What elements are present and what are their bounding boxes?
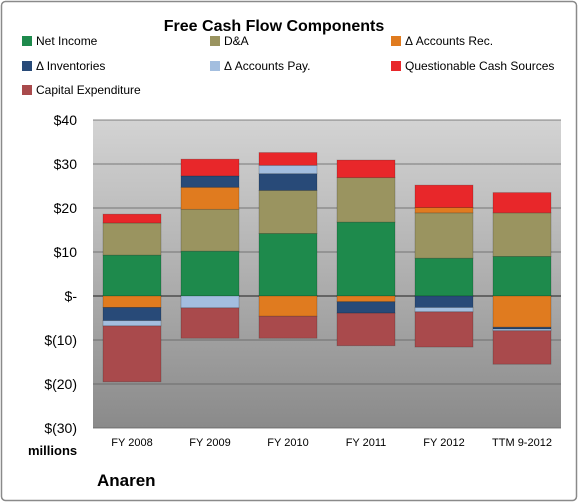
bar-segment-inventories xyxy=(102,307,162,322)
y-tick-label: $(30) xyxy=(44,420,77,436)
y-tick-label: $- xyxy=(65,288,78,304)
bar-segment-capital-expenditure xyxy=(258,315,318,339)
legend-label: Net Income xyxy=(36,34,98,48)
bar-segment-accounts-rec xyxy=(258,295,318,317)
legend: Net Income D&A Δ Accounts Rec. Δ Inventorie… xyxy=(22,34,554,97)
bar-segment-net-income xyxy=(492,255,552,297)
bar-segment-capital-expenditure xyxy=(102,325,162,383)
x-tick-label: FY 2009 xyxy=(189,437,230,449)
chart-title: Free Cash Flow Components xyxy=(164,18,385,35)
company-name: Anaren xyxy=(97,471,156,490)
bar-segment-capital-expenditure xyxy=(492,330,552,365)
y-tick-label: $40 xyxy=(54,112,78,128)
gridlines xyxy=(93,119,561,429)
bar-segment-questionable-cash-sources xyxy=(180,158,240,177)
bar-segment-d-a xyxy=(492,212,552,257)
bar-segment-capital-expenditure xyxy=(414,311,474,348)
bar-segment-accounts-rec xyxy=(336,295,396,303)
legend-swatch-questionable-cash-sources xyxy=(391,61,401,71)
legend-swatch-accounts-pay xyxy=(210,61,220,71)
legend-label: D&A xyxy=(224,34,249,48)
bar-segment-accounts-rec xyxy=(102,295,162,308)
legend-swatch-d-a xyxy=(210,36,220,46)
bar-segment-capital-expenditure xyxy=(336,312,396,347)
bar-segment-d-a xyxy=(336,177,396,223)
x-tick-label: FY 2012 xyxy=(423,437,464,449)
bar-segment-net-income xyxy=(258,233,318,297)
bars xyxy=(102,152,552,383)
legend-label: Δ Inventories xyxy=(36,59,105,73)
bar-segment-accounts-pay xyxy=(180,295,240,309)
legend-label: Capital Expenditure xyxy=(36,83,141,97)
bar-segment-net-income xyxy=(102,254,162,297)
bar-segment-accounts-pay xyxy=(414,307,474,313)
x-tick-label: FY 2010 xyxy=(267,437,308,449)
bar-segment-inventories xyxy=(336,301,396,314)
legend-label: Δ Accounts Pay. xyxy=(224,59,311,73)
x-tick-label: TTM 9-2012 xyxy=(492,437,552,449)
bar-segment-accounts-rec xyxy=(414,207,474,214)
bar-segment-questionable-cash-sources xyxy=(102,213,162,224)
x-tick-label: FY 2008 xyxy=(111,437,152,449)
bar-segment-accounts-rec xyxy=(180,186,240,210)
bar-segment-questionable-cash-sources xyxy=(258,152,318,166)
bar-segment-inventories xyxy=(414,295,474,308)
bar-segment-d-a xyxy=(102,222,162,256)
bar-segment-net-income xyxy=(180,250,240,297)
y-tick-label: $20 xyxy=(54,200,78,216)
plot-area-background xyxy=(93,120,561,428)
bar-segment-net-income xyxy=(336,221,396,297)
bar-segment-questionable-cash-sources xyxy=(336,159,396,179)
bar-segment-inventories xyxy=(180,175,240,188)
bar-segment-d-a xyxy=(414,212,474,259)
bar-segment-accounts-pay xyxy=(102,320,162,327)
y-tick-label: $30 xyxy=(54,156,78,172)
bar-segment-d-a xyxy=(258,189,318,234)
unit-label: millions xyxy=(28,443,77,458)
y-axis: $40 $30 $20 $10 $- $(10) $(20) $(30) xyxy=(44,112,77,436)
legend-swatch-accounts-rec xyxy=(391,36,401,46)
bar-segment-inventories xyxy=(258,173,318,191)
bar-segment-capital-expenditure xyxy=(180,307,240,339)
bar-segment-net-income xyxy=(414,257,474,297)
y-tick-label: $10 xyxy=(54,244,78,260)
y-tick-label: $(20) xyxy=(44,376,77,392)
bar-segment-accounts-rec xyxy=(492,295,552,328)
x-axis: FY 2008 FY 2009 FY 2010 FY 2011 FY 2012 TTM 9… xyxy=(111,437,552,449)
bar-segment-d-a xyxy=(180,208,240,252)
x-tick-label: FY 2011 xyxy=(346,437,387,449)
bar-segment-questionable-cash-sources xyxy=(414,184,474,208)
legend-swatch-capital-expenditure xyxy=(22,85,32,95)
bar-segment-accounts-pay xyxy=(258,164,318,175)
legend-swatch-net-income xyxy=(22,36,32,46)
bar-segment-questionable-cash-sources xyxy=(492,192,552,214)
y-tick-label: $(10) xyxy=(44,332,77,348)
legend-label: Δ Accounts Rec. xyxy=(405,34,493,48)
legend-swatch-inventories xyxy=(22,61,32,71)
legend-label: Questionable Cash Sources xyxy=(405,59,554,73)
